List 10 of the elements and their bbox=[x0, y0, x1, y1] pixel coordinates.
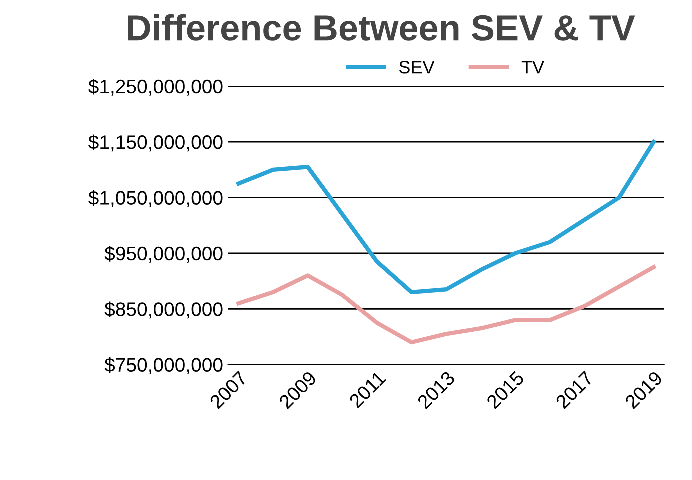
line-series bbox=[236, 265, 656, 345]
y-tick-label: $1,250,000,000 bbox=[88, 79, 223, 96]
y-tick-label: $1,150,000,000 bbox=[88, 134, 223, 152]
y-tick-label: $950,000,000 bbox=[104, 246, 223, 263]
line-series bbox=[236, 140, 656, 294]
legend-label: TV bbox=[522, 61, 544, 74]
y-tick-label: $1,050,000,000 bbox=[88, 190, 223, 208]
chart-title: Difference Between SEV & TV bbox=[128, 14, 636, 41]
legend-label: SEV bbox=[400, 61, 435, 74]
y-tick-label: $850,000,000 bbox=[104, 302, 223, 319]
